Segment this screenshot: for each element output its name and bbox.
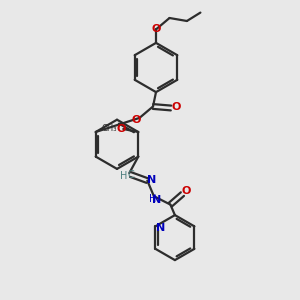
Text: N: N	[152, 195, 161, 205]
Text: H: H	[120, 171, 128, 181]
Text: C: C	[128, 169, 134, 180]
Text: O: O	[171, 102, 181, 112]
Text: H: H	[149, 194, 156, 204]
Text: N: N	[156, 223, 165, 233]
Text: O: O	[151, 24, 161, 34]
Text: CH₃: CH₃	[101, 124, 117, 133]
Text: O: O	[131, 115, 141, 125]
Text: N: N	[147, 175, 156, 185]
Text: O: O	[116, 124, 126, 134]
Text: O: O	[182, 186, 191, 196]
